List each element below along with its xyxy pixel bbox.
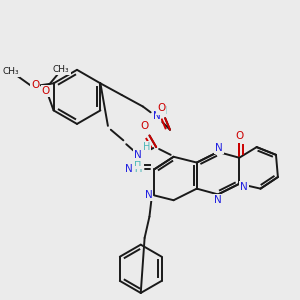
Text: N: N xyxy=(215,143,223,153)
Text: CH₃: CH₃ xyxy=(53,65,70,74)
Text: O: O xyxy=(140,121,149,131)
Text: N: N xyxy=(145,190,152,200)
Text: O: O xyxy=(157,103,165,113)
Text: N: N xyxy=(240,182,248,192)
Text: N: N xyxy=(134,150,142,160)
Text: N: N xyxy=(214,195,222,205)
Text: H: H xyxy=(134,158,142,168)
Text: NH: NH xyxy=(127,164,143,174)
Text: O: O xyxy=(235,131,243,142)
Text: H: H xyxy=(143,142,150,152)
Text: N: N xyxy=(125,164,133,174)
Text: O: O xyxy=(42,86,50,96)
Text: CH₃: CH₃ xyxy=(3,67,20,76)
Text: N: N xyxy=(153,111,160,121)
Text: H: H xyxy=(160,106,168,116)
Text: O: O xyxy=(31,80,39,90)
